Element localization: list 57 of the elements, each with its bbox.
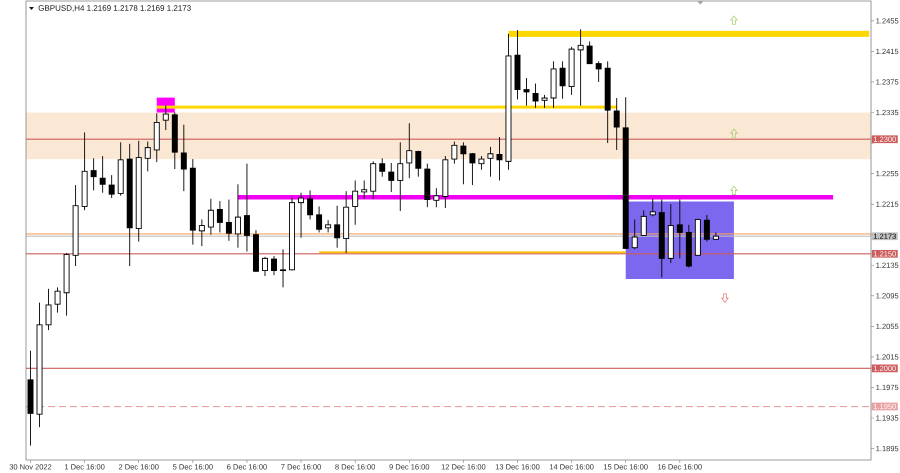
- candlestick: [118, 142, 124, 196]
- candlestick: [487, 146, 494, 178]
- candlestick: [676, 199, 683, 259]
- candlestick: [154, 112, 160, 163]
- candlestick: [334, 205, 340, 248]
- candlestick: [46, 288, 52, 331]
- candlestick: [397, 142, 404, 212]
- candlestick: [361, 180, 368, 200]
- candlestick: [406, 122, 412, 179]
- candlestick: [316, 206, 322, 233]
- candlestick: [668, 204, 674, 264]
- candlestick: [506, 33, 512, 170]
- candlestick: [180, 124, 187, 192]
- candlestick: [271, 256, 277, 276]
- candlestick: [298, 192, 304, 238]
- candlestick: [172, 112, 178, 170]
- candlestick: [100, 156, 106, 194]
- candlestick: [442, 156, 448, 208]
- candlestick: [524, 78, 530, 106]
- candlestick: [352, 180, 358, 226]
- candlestick: [433, 188, 440, 208]
- candlestick: [198, 218, 205, 247]
- candlestick: [82, 132, 88, 211]
- candlestick: [532, 83, 539, 108]
- candlestick: [307, 190, 314, 220]
- candlestick: [514, 30, 520, 100]
- candlestick: [108, 174, 115, 198]
- candlestick: [28, 350, 34, 446]
- candlestick: [550, 60, 557, 108]
- candlestick: [578, 28, 584, 106]
- candlestick: [190, 158, 196, 246]
- candlestick: [451, 141, 458, 164]
- candlestick: [208, 198, 214, 236]
- candlestick: [54, 286, 61, 314]
- candlestick: [126, 143, 133, 266]
- candlestick: [36, 302, 42, 428]
- chart-title: GBPUSD,H4 1.2169 1.2178 1.2169 1.2173: [38, 5, 191, 12]
- candlestick: [136, 140, 142, 242]
- candlestick: [388, 162, 394, 192]
- candlestick: [226, 199, 232, 242]
- candlestick: [560, 60, 566, 100]
- candlestick: [542, 94, 548, 108]
- candlestick: [614, 98, 620, 150]
- candlestick: [325, 220, 332, 233]
- candlestick: [244, 163, 250, 252]
- candlestick: [478, 156, 484, 170]
- candlestick: [234, 184, 241, 248]
- candlestick: [658, 199, 665, 278]
- candlestick: [280, 248, 286, 288]
- candlestick: [343, 190, 350, 254]
- candlestick: [704, 214, 710, 242]
- candlestick: [216, 200, 223, 233]
- candlestick: [90, 158, 97, 191]
- candlestick: [72, 184, 79, 266]
- candlestick: [496, 136, 502, 181]
- candlestick: [424, 163, 430, 208]
- candlestick: [604, 60, 611, 144]
